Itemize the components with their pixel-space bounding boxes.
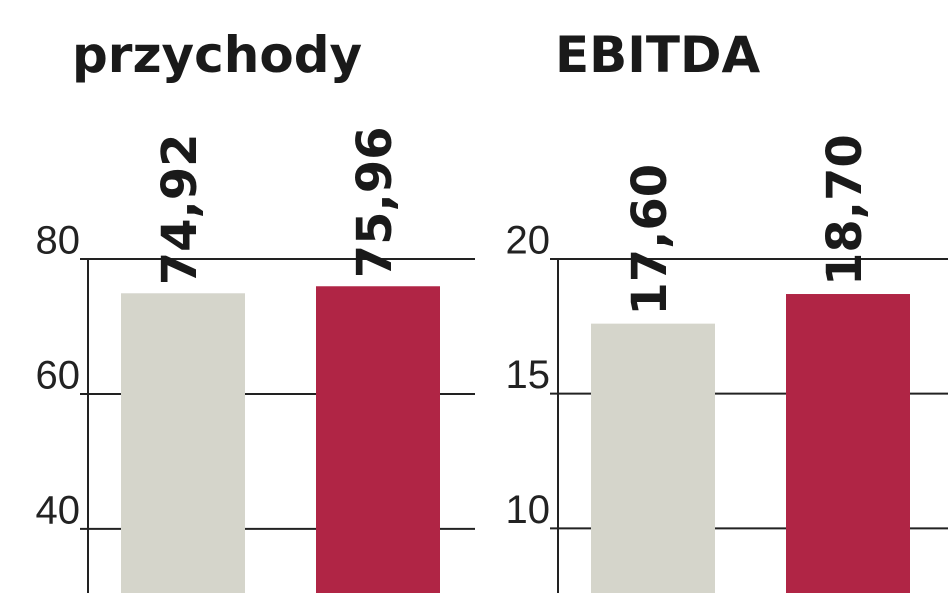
y-tick-label: 20 (506, 219, 551, 263)
value-label: 75,96 (347, 126, 403, 278)
y-tick-label: 40 (36, 488, 81, 532)
bar (316, 286, 440, 593)
value-label: 74,92 (152, 133, 208, 285)
value-label: 17,60 (622, 164, 678, 316)
y-tick-label: 60 (36, 354, 81, 398)
bar (591, 323, 715, 593)
bar (786, 294, 910, 593)
y-tick-label: 15 (506, 353, 551, 397)
y-tick-label: 10 (506, 488, 551, 532)
bar (121, 293, 245, 593)
chart-title: EBITDA (555, 26, 760, 84)
chart-title: przychody (72, 26, 362, 84)
y-tick-label: 80 (36, 219, 81, 263)
value-label: 18,70 (817, 134, 873, 286)
